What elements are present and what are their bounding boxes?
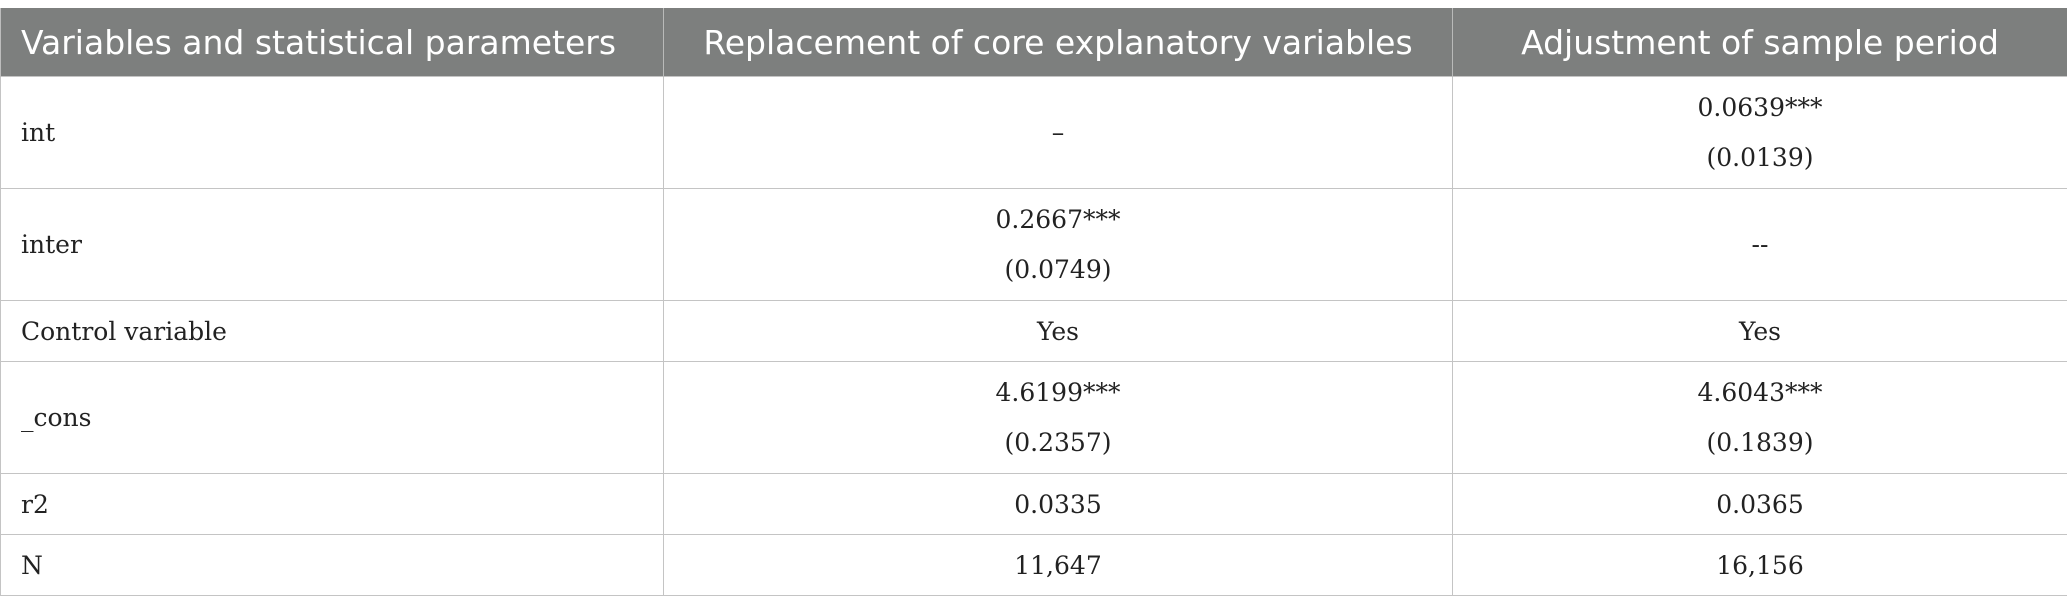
coefficient: 0.0639*** bbox=[1697, 92, 1823, 122]
cell-adjustment: -- bbox=[1452, 188, 2067, 301]
header-replacement: Replacement of core explanatory variable… bbox=[663, 8, 1453, 77]
standard-error: (0.2357) bbox=[1004, 427, 1112, 457]
header-adjustment: Adjustment of sample period bbox=[1452, 8, 2067, 77]
cell-replacement: 0.0335 bbox=[663, 473, 1453, 535]
table-row: inter 0.2667*** (0.0749) -- bbox=[0, 188, 2067, 301]
row-label: _cons bbox=[0, 361, 664, 474]
coefficient: 4.6043*** bbox=[1697, 377, 1823, 407]
standard-error: (0.0139) bbox=[1706, 142, 1814, 172]
robustness-results-table: Variables and statistical parameters Rep… bbox=[0, 8, 2067, 596]
row-label: int bbox=[0, 76, 664, 189]
standard-error: (0.0749) bbox=[1004, 254, 1112, 284]
row-label: r2 bbox=[0, 473, 664, 535]
coefficient: – bbox=[1051, 117, 1065, 147]
results-table-container: Variables and statistical parameters Rep… bbox=[0, 8, 2067, 596]
table-row: int – 0.0639*** (0.0139) bbox=[0, 76, 2067, 189]
cell-adjustment: 0.0639*** (0.0139) bbox=[1452, 76, 2067, 189]
row-label: inter bbox=[0, 188, 664, 301]
header-row: Variables and statistical parameters Rep… bbox=[0, 8, 2067, 77]
table-row: r2 0.0335 0.0365 bbox=[0, 473, 2067, 535]
standard-error: (0.1839) bbox=[1706, 427, 1814, 457]
header-variables: Variables and statistical parameters bbox=[0, 8, 664, 77]
cell-replacement: 0.2667*** (0.0749) bbox=[663, 188, 1453, 301]
cell-adjustment: 4.6043*** (0.1839) bbox=[1452, 361, 2067, 474]
row-label: Control variable bbox=[0, 300, 664, 362]
cell-adjustment: 16,156 bbox=[1452, 534, 2067, 596]
row-label: N bbox=[0, 534, 664, 596]
cell-replacement: Yes bbox=[663, 300, 1453, 362]
table-header: Variables and statistical parameters Rep… bbox=[0, 8, 2067, 77]
table-row: Control variable Yes Yes bbox=[0, 300, 2067, 362]
table-row: N 11,647 16,156 bbox=[0, 534, 2067, 596]
coefficient: -- bbox=[1751, 229, 1769, 259]
cell-replacement: 4.6199*** (0.2357) bbox=[663, 361, 1453, 474]
table-row: _cons 4.6199*** (0.2357) 4.6043*** (0.18… bbox=[0, 361, 2067, 474]
cell-replacement: 11,647 bbox=[663, 534, 1453, 596]
coefficient: 0.2667*** bbox=[995, 204, 1121, 234]
coefficient: 4.6199*** bbox=[995, 377, 1121, 407]
table-body: int – 0.0639*** (0.0139) inter bbox=[0, 76, 2067, 596]
cell-replacement: – bbox=[663, 76, 1453, 189]
cell-adjustment: 0.0365 bbox=[1452, 473, 2067, 535]
cell-adjustment: Yes bbox=[1452, 300, 2067, 362]
